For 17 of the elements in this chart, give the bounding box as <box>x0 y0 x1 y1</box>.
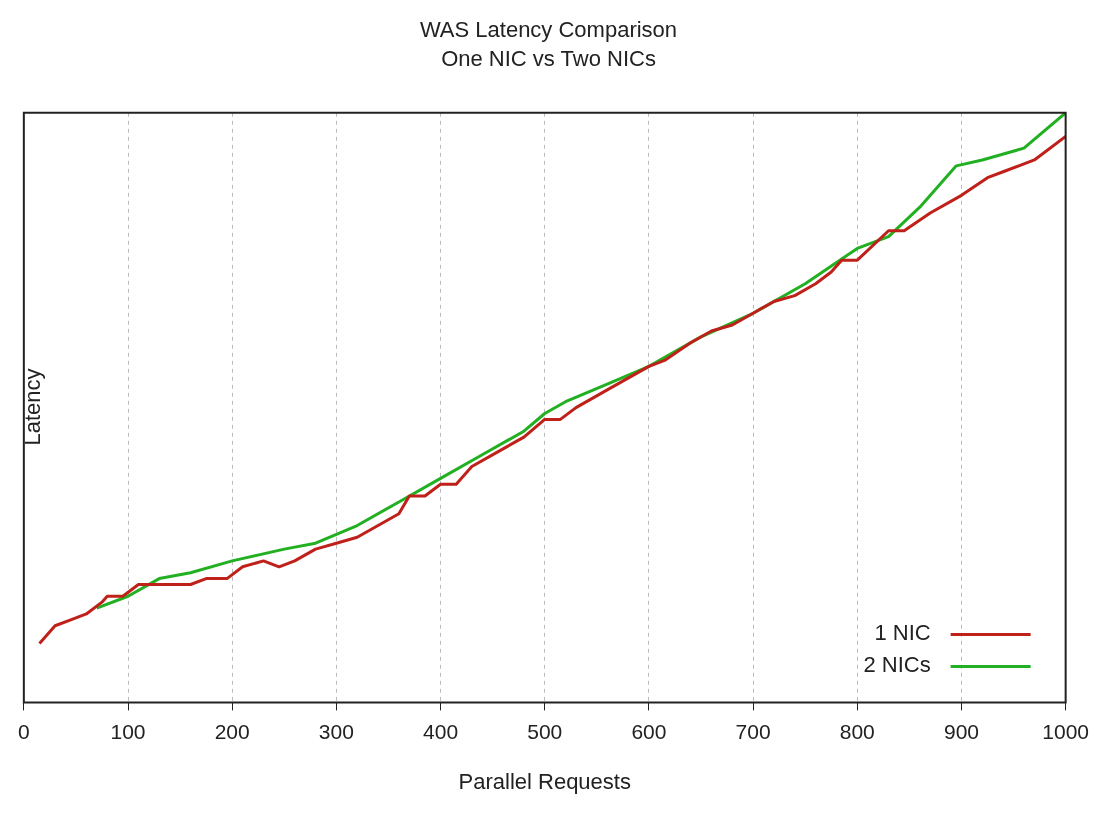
x-tick-label: 500 <box>527 719 563 743</box>
x-tick-label: 600 <box>631 719 667 743</box>
x-tick-label: 100 <box>110 719 146 743</box>
x-tick-label: 0 <box>18 719 30 743</box>
x-tick-label: 300 <box>318 719 354 743</box>
x-tick-label: 400 <box>423 719 459 743</box>
chart-subtitle: One NIC vs Two NICs <box>441 45 656 71</box>
y-axis-title: Latency <box>20 367 46 446</box>
legend-label: 2 NICs <box>863 652 931 678</box>
chart-title: WAS Latency Comparison <box>419 17 678 43</box>
x-axis-title: Parallel Requests <box>458 768 631 794</box>
x-tick-label: 1000 <box>1042 719 1089 743</box>
x-tick-label: 200 <box>214 719 250 743</box>
x-tick-label: 800 <box>839 719 875 743</box>
x-tick-label: 900 <box>943 719 979 743</box>
legend-label: 1 NIC <box>874 620 931 646</box>
x-tick-label: 700 <box>735 719 771 743</box>
